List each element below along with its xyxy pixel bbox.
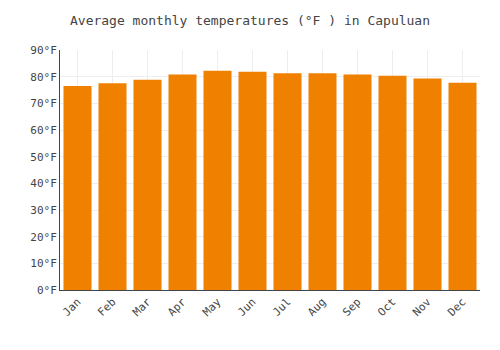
svg-text:10°F: 10°F: [30, 257, 57, 270]
svg-text:0°F: 0°F: [37, 284, 57, 297]
svg-text:50°F: 50°F: [30, 151, 57, 164]
svg-text:Sep: Sep: [340, 296, 363, 319]
svg-text:30°F: 30°F: [30, 204, 57, 217]
svg-text:40°F: 40°F: [30, 177, 57, 190]
svg-text:May: May: [200, 295, 224, 319]
svg-text:Oct: Oct: [375, 296, 398, 319]
svg-text:80°F: 80°F: [30, 71, 57, 84]
svg-text:Mar: Mar: [130, 295, 154, 319]
svg-text:Dec: Dec: [445, 296, 468, 319]
svg-text:Jul: Jul: [270, 296, 293, 319]
svg-text:60°F: 60°F: [30, 124, 57, 137]
svg-text:90°F: 90°F: [30, 44, 57, 57]
svg-text:Apr: Apr: [165, 295, 189, 319]
svg-text:20°F: 20°F: [30, 231, 57, 244]
svg-text:Jan: Jan: [60, 296, 83, 319]
svg-text:70°F: 70°F: [30, 97, 57, 110]
svg-text:Nov: Nov: [410, 295, 434, 319]
svg-text:Aug: Aug: [305, 296, 328, 319]
svg-text:Feb: Feb: [95, 296, 118, 319]
svg-text:Jun: Jun: [235, 296, 258, 319]
svg-text:Average monthly temperatures (: Average monthly temperatures (°F ) in Ca…: [70, 13, 430, 28]
